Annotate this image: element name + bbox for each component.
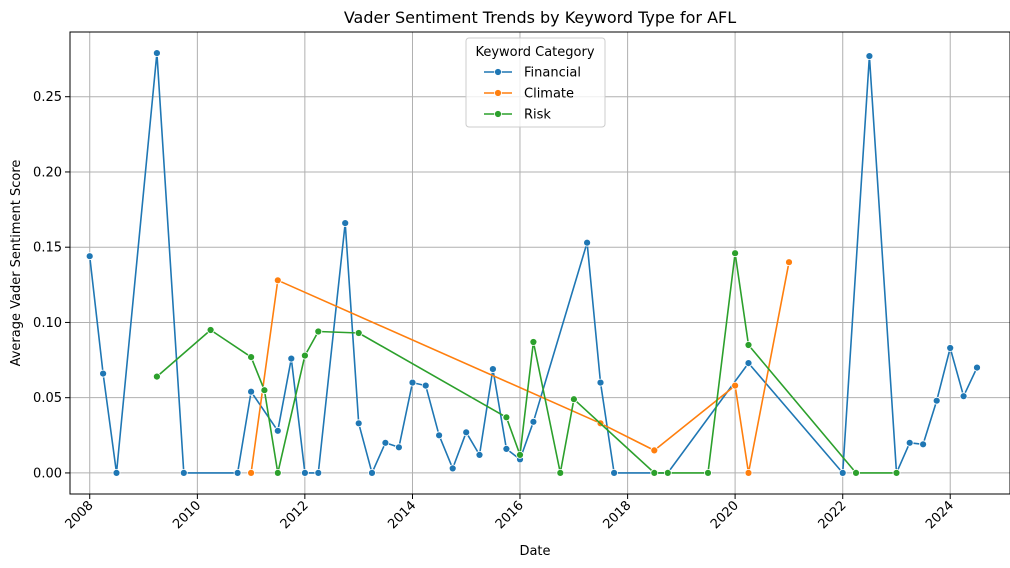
financial-point	[448, 464, 457, 473]
y-axis: 0.00 0.05 0.10 0.15 0.20 0.25	[33, 90, 70, 481]
financial-point	[529, 417, 538, 426]
climate-point	[247, 468, 256, 477]
y-tick-label: 0.15	[33, 241, 62, 256]
x-tick-label: 2022	[816, 498, 850, 532]
risk-point	[152, 372, 161, 381]
financial-point	[394, 443, 403, 452]
risk-point	[650, 468, 659, 477]
risk-point	[892, 468, 901, 477]
risk-point	[529, 338, 538, 346]
risk-point	[556, 468, 565, 477]
financial-point	[932, 396, 941, 405]
risk-point	[502, 413, 511, 422]
financial-point	[99, 369, 107, 378]
climate-point	[785, 258, 793, 267]
x-tick-label: 2024	[923, 498, 957, 532]
financial-point	[179, 468, 188, 477]
financial-point	[85, 252, 94, 261]
risk-point	[744, 341, 753, 349]
financial-point	[946, 344, 955, 352]
climate-point	[731, 381, 739, 390]
legend: Keyword Category Financial Climate Risk	[465, 37, 606, 128]
legend-financial-label: Financial	[524, 66, 581, 81]
risk-line	[156, 252, 897, 474]
financial-point	[744, 359, 753, 368]
x-tick-label: 2012	[278, 498, 312, 532]
financial-point	[368, 468, 376, 477]
y-tick-label: 0.00	[33, 466, 62, 481]
y-tick-label: 0.05	[33, 391, 62, 406]
financial-point	[905, 438, 914, 447]
x-tick-label: 2020	[708, 498, 742, 532]
financial-point	[287, 354, 296, 363]
x-axis: 2008 2010 2012 2014 2016 2018 2020 2022 2024	[63, 494, 957, 532]
risk-point	[516, 450, 524, 459]
risk-point	[247, 353, 256, 362]
financial-point	[341, 219, 350, 228]
risk-point	[731, 249, 739, 258]
legend-box	[465, 37, 606, 128]
financial-point	[112, 468, 121, 477]
financial-point	[462, 428, 471, 437]
financial-point	[502, 444, 511, 453]
financial-point	[300, 468, 309, 477]
financial-point	[973, 363, 981, 372]
financial-point	[610, 468, 618, 477]
financial-point	[233, 468, 242, 477]
plot-frame	[69, 31, 1010, 495]
financial-point	[354, 419, 363, 428]
legend-financial-marker	[494, 68, 502, 76]
financial-point	[314, 468, 323, 477]
risk-point	[314, 327, 323, 336]
financial-point	[152, 49, 161, 57]
series-climate	[247, 258, 793, 477]
risk-point	[300, 351, 309, 360]
financial-point	[273, 426, 282, 435]
x-tick-label: 2008	[63, 498, 97, 532]
series-layer	[85, 49, 981, 477]
legend-items: Financial Climate Risk	[484, 66, 581, 123]
risk-point	[260, 386, 269, 395]
legend-climate-marker	[494, 89, 502, 97]
chart-title: Vader Sentiment Trends by Keyword Type f…	[344, 8, 736, 27]
legend-title: Keyword Category	[475, 45, 594, 60]
x-tick-label: 2018	[600, 498, 634, 532]
climate-point	[744, 468, 753, 477]
risk-point	[570, 395, 578, 404]
financial-point	[475, 450, 484, 459]
risk-point	[206, 326, 215, 334]
y-tick-label: 0.25	[33, 90, 62, 105]
financial-point	[247, 387, 256, 396]
x-axis-title: Date	[519, 544, 550, 559]
climate-point	[273, 276, 282, 285]
risk-point	[354, 329, 363, 337]
legend-climate-label: Climate	[524, 87, 574, 102]
financial-point	[596, 378, 605, 387]
legend-risk-marker	[494, 110, 502, 118]
financial-point	[435, 431, 444, 440]
financial-point	[488, 365, 497, 374]
risk-point	[852, 468, 860, 477]
y-tick-label: 0.10	[33, 316, 62, 331]
risk-point	[704, 468, 712, 477]
financial-point	[408, 378, 417, 387]
financial-point	[959, 392, 968, 401]
financial-point	[919, 440, 927, 449]
climate-point	[650, 446, 659, 455]
financial-point	[865, 52, 874, 60]
risk-point	[663, 468, 672, 477]
financial-point	[421, 381, 430, 390]
financial-point	[838, 468, 847, 477]
y-axis-title: Average Vader Sentiment Score	[9, 160, 24, 367]
financial-point	[583, 238, 591, 247]
y-tick-label: 0.20	[33, 165, 62, 180]
legend-risk-label: Risk	[524, 108, 551, 123]
risk-point	[273, 468, 282, 477]
x-tick-label: 2014	[385, 498, 419, 532]
series-risk	[152, 249, 901, 477]
financial-point	[381, 438, 390, 447]
x-tick-label: 2010	[170, 498, 204, 532]
x-tick-label: 2016	[493, 498, 527, 532]
